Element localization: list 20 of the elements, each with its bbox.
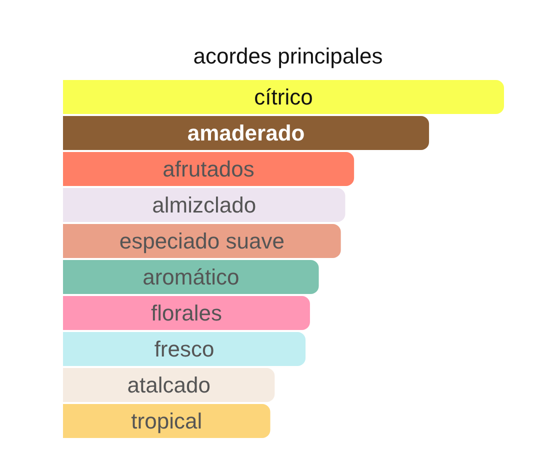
- bar: [63, 260, 319, 294]
- bar: [63, 368, 275, 402]
- bar: [63, 296, 310, 330]
- bar: [63, 188, 346, 222]
- y-tick-label: fresco: [154, 336, 214, 362]
- y-tick-label: afrutados: [162, 156, 254, 182]
- y-tick-label: amaderado: [187, 120, 305, 146]
- y-tick-label: aromático: [142, 264, 240, 290]
- bar: [63, 332, 306, 366]
- y-tick-label: especiado suave: [119, 228, 284, 254]
- y-tick-label: almizclado: [152, 192, 256, 218]
- y-tick-label: tropical: [131, 408, 202, 434]
- bar: [63, 116, 430, 150]
- y-tick-label: florales: [151, 300, 222, 326]
- y-tick-label: cítrico: [254, 84, 313, 110]
- y-tick-label: atalcado: [127, 372, 210, 398]
- bar: [63, 80, 504, 114]
- bar: [63, 404, 270, 438]
- chart-title: acordes principales: [193, 44, 383, 68]
- bar: [63, 152, 354, 186]
